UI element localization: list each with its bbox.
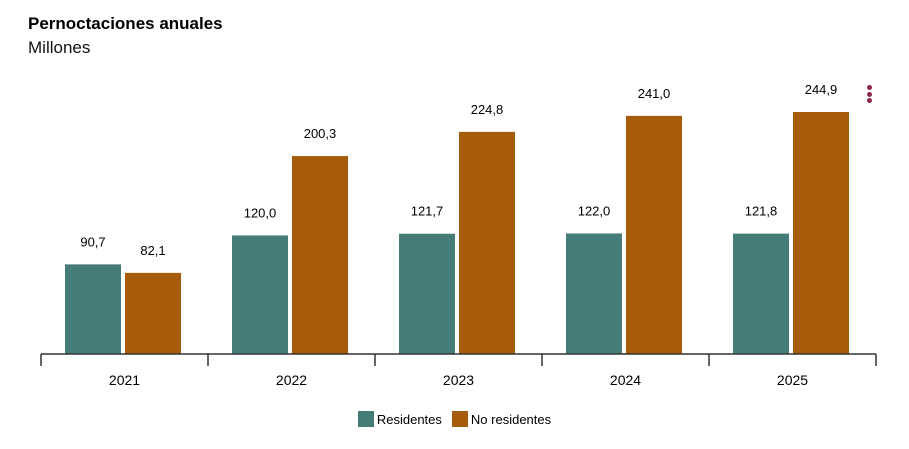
bar-no-residentes-2021 [125, 272, 181, 354]
bar-no-residentes-2022 [292, 156, 348, 354]
data-label: 122,0 [578, 203, 611, 218]
bar-no-residentes-2024 [626, 115, 682, 354]
x-tick-label: 2023 [443, 372, 474, 388]
bar-residentes-2025 [733, 233, 789, 354]
legend-label: Residentes [376, 411, 442, 427]
bar-residentes-2021 [65, 264, 121, 354]
legend-swatch [451, 411, 468, 427]
legend-label: No residentes [470, 411, 552, 427]
bar-residentes-2022 [232, 235, 288, 354]
bar-residentes-2024 [566, 233, 622, 354]
chart-subtitle: Millones [28, 38, 91, 57]
bar-no-residentes-2023 [459, 131, 515, 354]
data-label: 121,7 [411, 204, 444, 219]
x-tick-label: 2025 [777, 372, 808, 388]
data-label: 200,3 [304, 126, 337, 141]
data-label: 82,1 [140, 243, 165, 258]
bar-no-residentes-2025 [793, 112, 849, 354]
data-label: 241,0 [638, 86, 671, 101]
x-tick-label: 2024 [610, 372, 641, 388]
legend: Residentes No residentes [0, 411, 909, 427]
data-label: 224,8 [471, 102, 504, 117]
legend-item-residentes[interactable]: Residentes [357, 411, 442, 427]
data-label: 120,0 [244, 205, 277, 220]
bar-residentes-2023 [399, 233, 455, 354]
chart-title: Pernoctaciones anuales [28, 14, 223, 33]
legend-item-no-residentes[interactable]: No residentes [451, 411, 552, 427]
data-label: 244,9 [805, 82, 838, 97]
more-vertical-icon[interactable] [864, 85, 874, 105]
x-tick-label: 2021 [109, 372, 140, 388]
data-label: 90,7 [80, 234, 105, 249]
legend-swatch [357, 411, 374, 427]
x-tick-label: 2022 [276, 372, 307, 388]
data-label: 121,8 [745, 204, 778, 219]
